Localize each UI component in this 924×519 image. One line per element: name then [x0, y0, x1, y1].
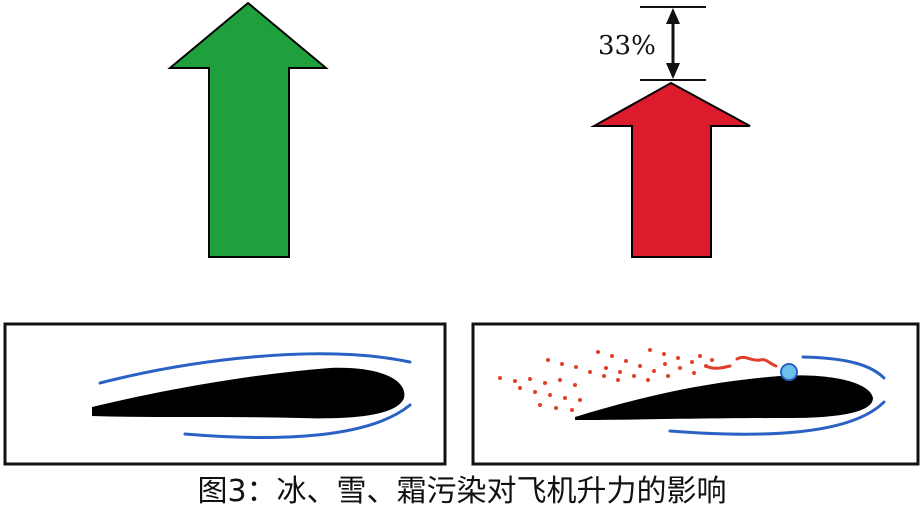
ice-particle — [573, 383, 577, 387]
ice-particle-cloud — [498, 348, 714, 412]
upper-airflow-line — [801, 355, 886, 380]
ice-particle — [554, 406, 558, 410]
contaminated-wing-panel — [471, 322, 920, 466]
ice-particle — [676, 356, 680, 360]
ice-particle — [558, 378, 562, 382]
ice-particle — [690, 360, 694, 364]
ice-particle — [574, 365, 578, 369]
airfoil — [92, 367, 405, 419]
ice-particle — [578, 398, 582, 402]
clean-lift-arrow — [167, 1, 329, 258]
ice-particle — [563, 396, 567, 400]
clean-wing-panel — [3, 322, 447, 466]
ice-particle — [596, 350, 600, 354]
ice-particle — [570, 408, 574, 412]
ice-particle — [692, 371, 696, 375]
ice-particle — [518, 386, 522, 390]
lift-loss-dimension — [640, 6, 706, 81]
ice-particle — [498, 376, 502, 380]
ice-droplet — [780, 363, 798, 381]
ice-particle — [662, 352, 666, 356]
ice-particle — [638, 364, 642, 368]
ice-particle — [704, 364, 708, 368]
lift-loss-percent-label: 33% — [598, 31, 656, 61]
upper-airflow-line — [98, 352, 412, 385]
ice-particle — [632, 374, 636, 378]
ice-particle — [602, 374, 606, 378]
airfoil — [575, 375, 873, 420]
ice-particle — [538, 403, 542, 407]
figure-caption: 图3：冰、雪、霜污染对飞机升力的影响 — [197, 474, 727, 509]
ice-particle — [698, 354, 702, 358]
ice-particle — [666, 374, 670, 378]
ice-particle — [610, 354, 614, 358]
dimension-arrowhead-up — [666, 8, 680, 24]
ice-particle — [710, 358, 714, 362]
ice-particle — [588, 370, 592, 374]
ice-particle — [616, 378, 620, 382]
ice-streak — [704, 364, 732, 370]
ice-particle — [548, 393, 552, 397]
reduced-lift-arrow — [590, 81, 751, 258]
lower-airflow-line — [183, 403, 412, 439]
ice-particle — [560, 362, 564, 366]
ice-particle — [513, 379, 517, 383]
ice-particle — [528, 377, 532, 381]
ice-particle — [618, 370, 622, 374]
ice-particle — [604, 366, 608, 370]
dimension-arrowhead-down — [666, 63, 680, 79]
lower-airflow-line — [668, 400, 886, 436]
ice-particle — [648, 348, 652, 352]
ice-particle — [543, 381, 547, 385]
ice-particle — [533, 390, 537, 394]
ice-particle — [624, 359, 628, 363]
ice-particle — [646, 378, 650, 382]
ice-particle — [678, 366, 682, 370]
ice-streak — [735, 355, 778, 368]
ice-particle — [652, 369, 656, 373]
ice-particle — [546, 358, 550, 362]
ice-particle — [663, 362, 667, 366]
